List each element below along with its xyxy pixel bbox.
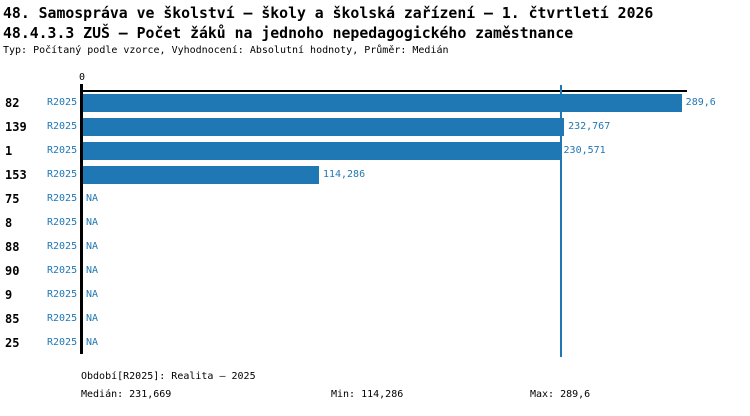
row-period-label: R2025 xyxy=(47,337,78,348)
report-title: 48. Samospráva ve školství – školy a ško… xyxy=(3,5,654,22)
row-id-label: 153 xyxy=(5,168,27,182)
row-id-label: 82 xyxy=(5,96,20,110)
value-bar xyxy=(82,142,560,160)
na-label: NA xyxy=(86,313,99,324)
na-label: NA xyxy=(86,265,99,276)
row-period-label: R2025 xyxy=(47,289,78,300)
chart-row: 85 R2025 NA xyxy=(0,307,750,331)
row-period-label: R2025 xyxy=(47,265,78,276)
x-axis-zero-tick-label: 0 xyxy=(78,72,86,83)
bar-value-label: 232,767 xyxy=(568,121,611,132)
row-id-label: 1 xyxy=(5,144,13,158)
chart-row: 25 R2025 NA xyxy=(0,331,750,355)
y-axis-line xyxy=(80,84,83,354)
row-period-label: R2025 xyxy=(47,169,78,180)
row-period-label: R2025 xyxy=(47,313,78,324)
x-axis-line xyxy=(80,90,687,92)
footer-max-stat: Max: 289,6 xyxy=(530,389,591,400)
row-period-label: R2025 xyxy=(47,121,78,132)
chart-row: 139 R2025 232,767 xyxy=(0,115,750,139)
na-label: NA xyxy=(86,217,99,228)
na-label: NA xyxy=(86,337,99,348)
na-label: NA xyxy=(86,289,99,300)
chart-row: 153 R2025 114,286 xyxy=(0,163,750,187)
value-bar xyxy=(82,118,565,136)
chart-row: 75 R2025 NA xyxy=(0,187,750,211)
chart-row: 90 R2025 NA xyxy=(0,259,750,283)
bar-value-label: 289,6 xyxy=(685,97,716,108)
row-period-label: R2025 xyxy=(47,145,78,156)
footer-median-stat: Medián: 231,669 xyxy=(81,389,172,400)
row-id-label: 9 xyxy=(5,288,13,302)
na-label: NA xyxy=(86,241,99,252)
row-period-label: R2025 xyxy=(47,241,78,252)
median-line xyxy=(560,85,563,357)
indicator-subtitle: Typ: Počítaný podle vzorce, Vyhodnocení:… xyxy=(3,45,449,56)
bar-value-label: 114,286 xyxy=(322,169,366,180)
row-id-label: 88 xyxy=(5,240,20,254)
row-period-label: R2025 xyxy=(47,217,78,228)
row-period-label: R2025 xyxy=(47,97,78,108)
chart-row: 1 R2025 230,571 xyxy=(0,139,750,163)
value-bar xyxy=(82,166,319,184)
row-id-label: 139 xyxy=(5,120,27,134)
row-period-label: R2025 xyxy=(47,193,78,204)
row-id-label: 85 xyxy=(5,312,20,326)
chart-row: 88 R2025 NA xyxy=(0,235,750,259)
na-label: NA xyxy=(86,193,99,204)
row-id-label: 25 xyxy=(5,336,20,350)
footer-period-info: Období[R2025]: Realita – 2025 xyxy=(81,371,256,382)
indicator-title: 48.4.3.3 ZUŠ – Počet žáků na jednoho nep… xyxy=(3,25,574,42)
chart-row: 9 R2025 NA xyxy=(0,283,750,307)
chart-row: 8 R2025 NA xyxy=(0,211,750,235)
chart-row: 82 R2025 289,6 xyxy=(0,91,750,115)
bar-value-label: 230,571 xyxy=(563,145,606,156)
row-id-label: 8 xyxy=(5,216,13,230)
footer-min-stat: Min: 114,286 xyxy=(331,389,404,400)
row-id-label: 90 xyxy=(5,264,20,278)
row-id-label: 75 xyxy=(5,192,20,206)
value-bar xyxy=(82,94,682,112)
